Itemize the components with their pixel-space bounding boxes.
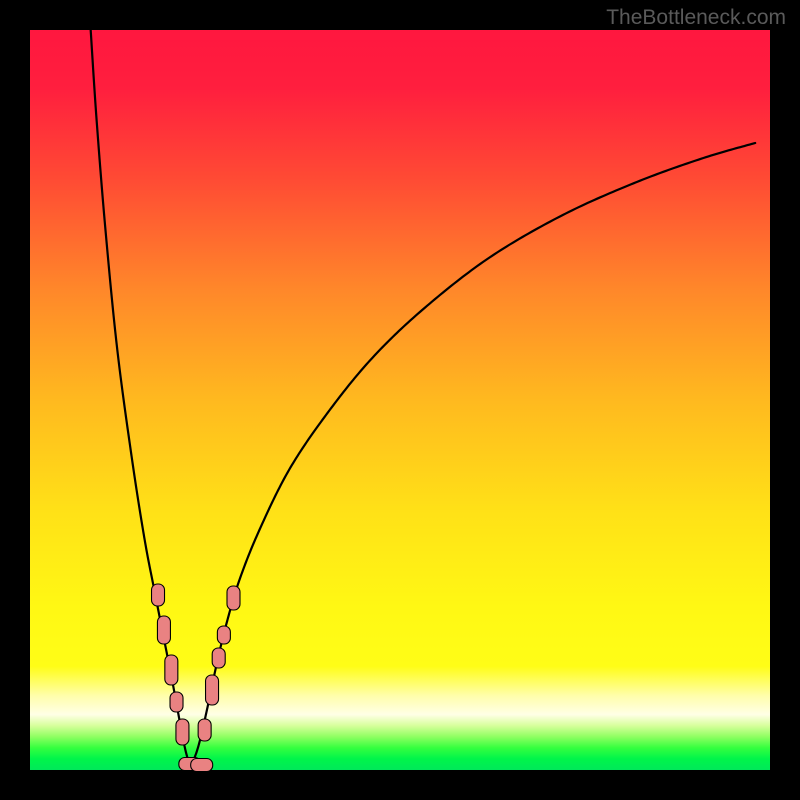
data-point-marker	[198, 719, 211, 741]
data-point-marker	[227, 586, 240, 610]
data-point-marker	[165, 655, 178, 685]
data-point-marker	[212, 648, 225, 668]
figure-root: TheBottleneck.com	[0, 0, 800, 800]
plot-area	[30, 30, 770, 770]
data-point-marker	[157, 616, 170, 644]
bottleneck-curve-svg	[30, 30, 770, 770]
data-point-markers	[152, 584, 240, 772]
data-point-marker	[217, 626, 230, 644]
bottleneck-curve	[91, 30, 756, 768]
data-point-marker	[206, 675, 219, 705]
data-point-marker	[170, 692, 183, 712]
data-point-marker	[176, 719, 189, 745]
data-point-marker	[152, 584, 165, 606]
watermark-text: TheBottleneck.com	[606, 6, 786, 30]
data-point-marker	[191, 759, 213, 772]
